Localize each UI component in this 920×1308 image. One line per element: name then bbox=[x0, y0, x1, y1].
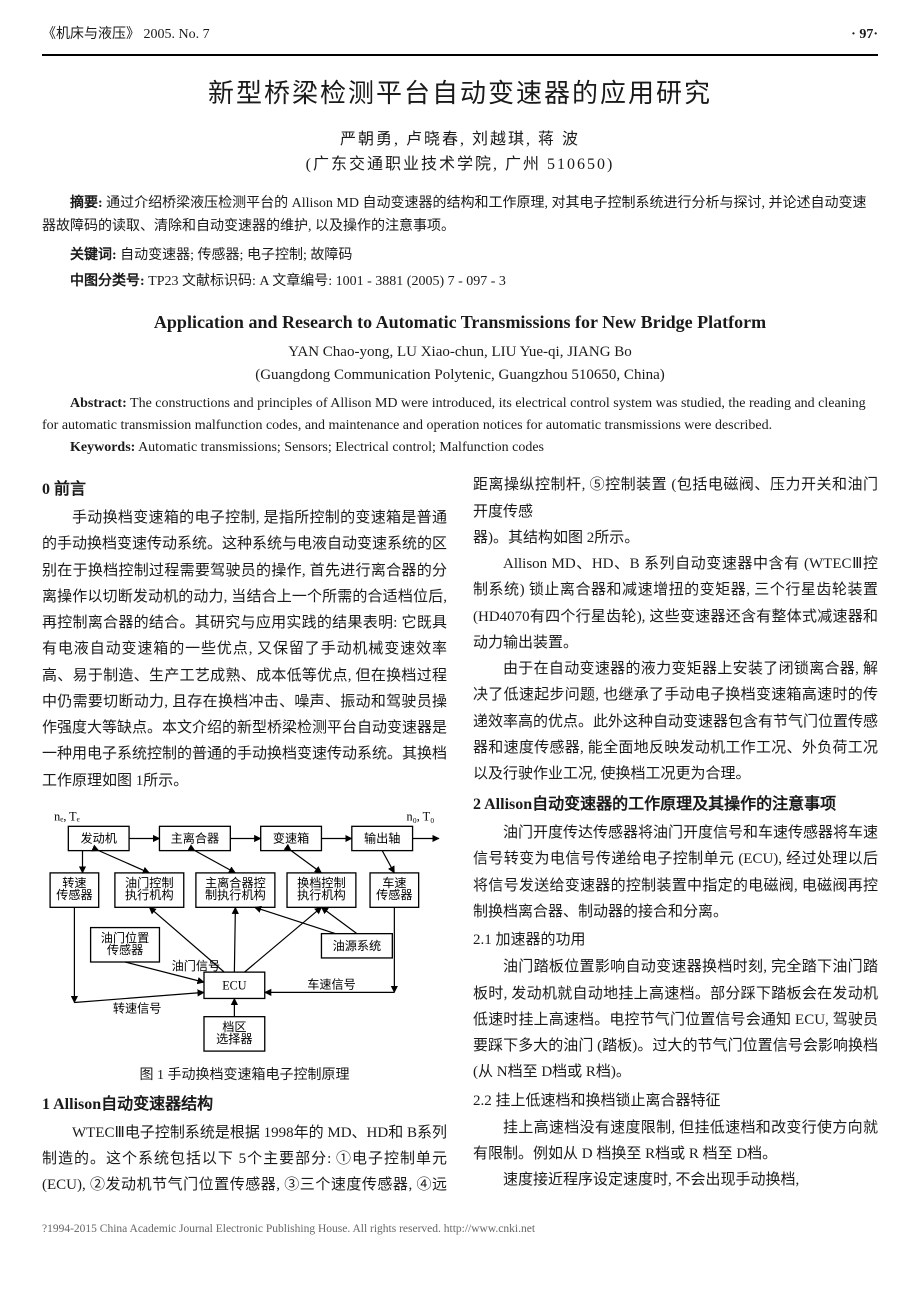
svg-text:传感器: 传感器 bbox=[376, 887, 412, 902]
svg-text:传感器: 传感器 bbox=[107, 942, 143, 957]
sec1-heading: 1 Allison自动变速器结构 bbox=[42, 1093, 447, 1118]
page-number: · 97· bbox=[851, 24, 878, 46]
svg-text:转速信号: 转速信号 bbox=[113, 1001, 162, 1016]
keywords-en-lead: Keywords: bbox=[42, 440, 135, 455]
sec2-2-heading: 2.2 挂上低速档和换档锁止离合器特征 bbox=[473, 1090, 878, 1113]
figure-1-diagram: nₑ, Tₑ 发动机 主离合器 变速箱 输出轴 n₀, T₀ 转速传感器 油门控… bbox=[42, 800, 447, 1053]
svg-text:发动机: 发动机 bbox=[80, 830, 116, 845]
svg-text:ECU: ECU bbox=[222, 978, 247, 992]
title-cn: 新型桥梁检测平台自动变速器的应用研究 bbox=[42, 74, 878, 114]
sec1-p3: Allison MD、HD、B 系列自动变速器中含有 (WTECⅢ控制系统) 锁… bbox=[473, 551, 878, 656]
sec2-heading: 2 Allison自动变速器的工作原理及其操作的注意事项 bbox=[473, 793, 878, 818]
sec2-p1: 油门开度传达传感器将油门开度信号和车速传感器将车速信号转变为电信号传递给电子控制… bbox=[473, 820, 878, 925]
figure-1: nₑ, Tₑ 发动机 主离合器 变速箱 输出轴 n₀, T₀ 转速传感器 油门控… bbox=[42, 800, 447, 1087]
keywords-en-text: Automatic transmissions; Sensors; Electr… bbox=[138, 440, 544, 455]
affiliation-cn: (广东交通职业技术学院, 广州 510650) bbox=[42, 153, 878, 178]
title-en: Application and Research to Automatic Tr… bbox=[42, 309, 878, 337]
sec0-heading: 0 前言 bbox=[42, 478, 447, 503]
abstract-cn: 摘要: 通过介绍桥梁液压检测平台的 Allison MD 自动变速器的结构和工作… bbox=[42, 192, 878, 240]
clc-line: 中图分类号: TP23 文献标识码: A 文章编号: 1001 - 3881 (… bbox=[42, 269, 878, 295]
journal-name: 《机床与液压》 2005. No. 7 bbox=[42, 24, 210, 46]
sec2-1-p: 油门踏板位置影响自动变速器换档时刻, 完全踏下油门踏板时, 发动机就自动地挂上高… bbox=[473, 954, 878, 1085]
sec0-p1: 手动换档变速箱的电子控制, 是指所控制的变速箱是普通的手动换档变速传动系统。这种… bbox=[42, 505, 447, 794]
authors-cn: 严朝勇, 卢晓春, 刘越琪, 蒋 波 bbox=[42, 128, 878, 153]
sec2-1-heading: 2.1 加速器的功用 bbox=[473, 929, 878, 952]
abstract-en-text: The constructions and principles of Alli… bbox=[42, 396, 866, 433]
svg-text:制执行机构: 制执行机构 bbox=[205, 887, 266, 902]
svg-text:车速信号: 车速信号 bbox=[307, 976, 356, 991]
clc-text: TP23 文献标识码: A 文章编号: 1001 - 3881 (2005) 7… bbox=[148, 274, 506, 289]
sec1-p4: 由于在自动变速器的液力变矩器上安装了闭锁离合器, 解决了低速起步问题, 也继承了… bbox=[473, 656, 878, 787]
affiliation-en: (Guangdong Communication Polytenic, Guan… bbox=[42, 364, 878, 387]
abstract-cn-lead: 摘要: bbox=[42, 196, 103, 211]
keywords-cn-text: 自动变速器; 传感器; 电子控制; 故障码 bbox=[120, 248, 352, 263]
io-right-label: n₀, T₀ bbox=[407, 809, 435, 823]
authors-en: YAN Chao-yong, LU Xiao-chun, LIU Yue-qi,… bbox=[42, 341, 878, 364]
abstract-en: Abstract: The constructions and principl… bbox=[42, 393, 878, 436]
figure-1-caption: 图 1 手动换档变速箱电子控制原理 bbox=[42, 1065, 447, 1087]
abstract-en-lead: Abstract: bbox=[42, 396, 127, 411]
sec1-p2: 器)。其结构如图 2所示。 bbox=[473, 525, 878, 551]
keywords-en: Keywords: Automatic transmissions; Senso… bbox=[42, 437, 878, 459]
clc-lead: 中图分类号: bbox=[42, 274, 145, 289]
svg-text:传感器: 传感器 bbox=[56, 887, 92, 902]
sec2-2-p1: 挂上高速档没有速度限制, 但挂低速档和改变行使方向就有限制。例如从 D 档换至 … bbox=[473, 1115, 878, 1168]
keywords-cn: 关键词: 自动变速器; 传感器; 电子控制; 故障码 bbox=[42, 243, 878, 269]
footer-copyright: ?1994-2015 China Academic Journal Electr… bbox=[42, 1221, 878, 1239]
sec2-2-p2: 速度接近程序设定速度时, 不会出现手动换档, bbox=[473, 1167, 878, 1193]
svg-text:变速箱: 变速箱 bbox=[273, 830, 309, 845]
svg-text:主离合器: 主离合器 bbox=[171, 830, 220, 845]
svg-text:执行机构: 执行机构 bbox=[125, 887, 174, 902]
svg-text:执行机构: 执行机构 bbox=[297, 887, 346, 902]
svg-text:油门信号: 油门信号 bbox=[172, 958, 221, 973]
abstract-cn-text: 通过介绍桥梁液压检测平台的 Allison MD 自动变速器的结构和工作原理, … bbox=[42, 196, 866, 235]
svg-text:选择器: 选择器 bbox=[216, 1032, 252, 1046]
svg-text:油源系统: 油源系统 bbox=[333, 939, 382, 953]
io-left-label: nₑ, Tₑ bbox=[54, 809, 80, 823]
header-rule bbox=[42, 54, 878, 56]
keywords-cn-lead: 关键词: bbox=[42, 248, 117, 263]
svg-text:输出轴: 输出轴 bbox=[364, 830, 400, 845]
